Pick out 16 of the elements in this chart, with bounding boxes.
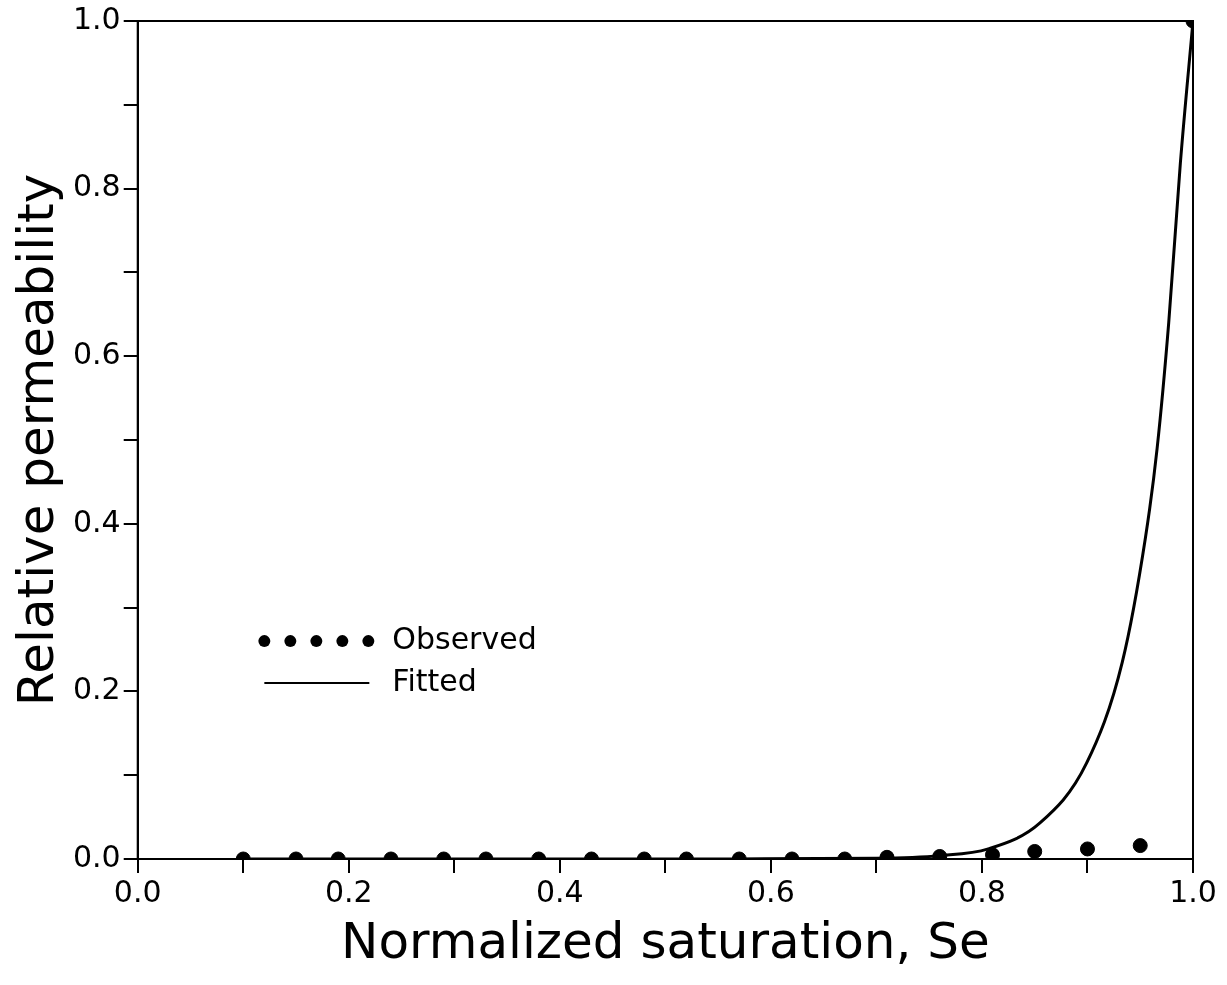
y-tick-label: 0.8 [72,168,121,204]
x-tick-label: 0.0 [113,873,162,909]
legend-label: Fitted [392,662,477,698]
x-tick-label: 0.8 [958,873,1006,909]
x-axis-title: Normalized saturation, Se [341,911,990,970]
y-tick-label: 0.6 [72,336,121,371]
x-tick-label: 0.4 [535,873,584,909]
y-tick-label: 0.4 [72,503,121,539]
x-tick-label: 0.6 [747,873,795,909]
y-tick-label: 1.0 [72,0,121,36]
y-axis-title: Relative permeability [6,173,65,707]
y-tick-label: 0.2 [72,671,121,707]
x-tick-label: 0.2 [324,873,373,909]
x-tick-label: 1.0 [1169,873,1217,909]
legend-label: Observed [392,620,537,656]
y-tick-label: 0.0 [72,838,121,874]
